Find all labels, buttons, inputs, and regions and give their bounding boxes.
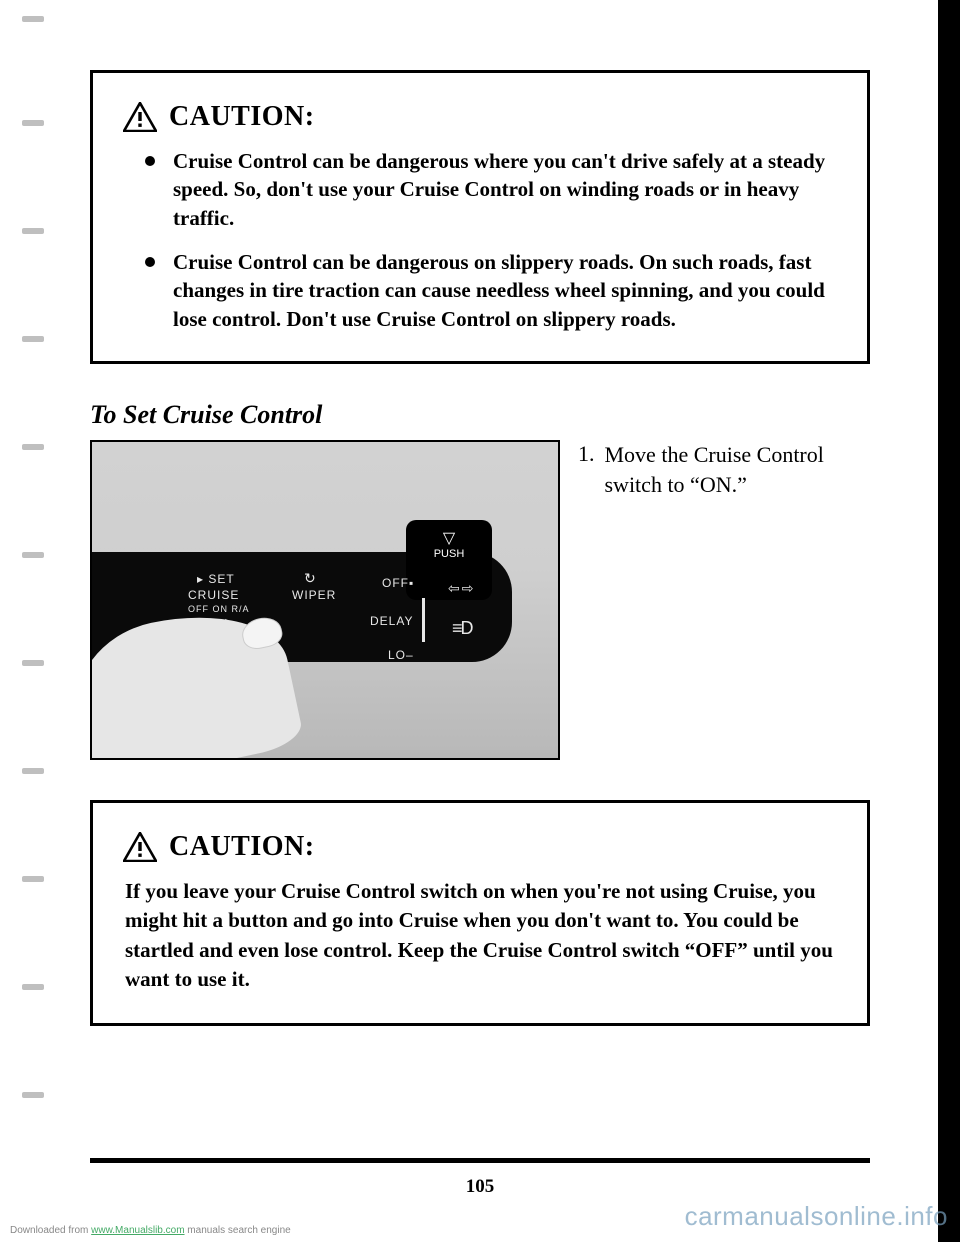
download-suffix: manuals search engine bbox=[185, 1225, 291, 1236]
binder-punch bbox=[22, 984, 44, 990]
page-content: CAUTION: Cruise Control can be dangerous… bbox=[90, 70, 870, 1062]
washer-icon: ▽ bbox=[406, 528, 492, 548]
binder-punch bbox=[22, 228, 44, 234]
stalk-label-set: ▸ SET bbox=[197, 572, 235, 586]
wiper-icon: ↻ bbox=[304, 570, 317, 587]
section-title: To Set Cruise Control bbox=[90, 400, 870, 430]
stalk-label-offra: OFF ON R/A bbox=[188, 604, 250, 614]
scan-edge-right bbox=[938, 0, 960, 1242]
figure-row: ▽ PUSH ▸ SET CRUISE OFF ON R/A ◀ ■ ▶ ↻ W… bbox=[90, 440, 870, 760]
caution-box-2: CAUTION: If you leave your Cruise Contro… bbox=[90, 800, 870, 1026]
caution-title: CAUTION: bbox=[169, 831, 315, 863]
caution-header: CAUTION: bbox=[123, 831, 837, 863]
caution-box-1: CAUTION: Cruise Control can be dangerous… bbox=[90, 70, 870, 364]
binder-punch bbox=[22, 16, 44, 22]
cruise-switch-figure: ▽ PUSH ▸ SET CRUISE OFF ON R/A ◀ ■ ▶ ↻ W… bbox=[90, 440, 560, 760]
delay-scale-bar bbox=[422, 598, 425, 642]
step-text: Move the Cruise Control switch to “ON.” bbox=[605, 440, 855, 499]
stalk-label-cruise: CRUISE bbox=[188, 588, 239, 602]
binder-punch bbox=[22, 660, 44, 666]
caution-item: Cruise Control can be dangerous on slipp… bbox=[145, 248, 837, 333]
binder-punch bbox=[22, 552, 44, 558]
caution-list: Cruise Control can be dangerous where yo… bbox=[145, 147, 837, 333]
stalk-label-wiper: WIPER bbox=[292, 588, 336, 602]
headlight-icon: ≡D bbox=[452, 618, 472, 639]
binder-punch bbox=[22, 444, 44, 450]
download-prefix: Downloaded from bbox=[10, 1225, 91, 1236]
stalk-label-lo: LO– bbox=[388, 648, 414, 662]
download-link[interactable]: www.Manualslib.com bbox=[91, 1225, 184, 1236]
caution-body: If you leave your Cruise Control switch … bbox=[125, 877, 837, 995]
caution-header: CAUTION: bbox=[123, 101, 837, 133]
watermark: carmanualsonline.info bbox=[685, 1201, 948, 1232]
step-number: 1. bbox=[578, 440, 595, 469]
binder-punch bbox=[22, 876, 44, 882]
page-number: 105 bbox=[0, 1176, 960, 1198]
stalk-label-off: OFF▪ bbox=[382, 576, 414, 590]
warning-triangle-icon bbox=[123, 102, 157, 132]
warning-triangle-icon bbox=[123, 832, 157, 862]
turn-signal-icon: ⇦⇨ bbox=[448, 580, 475, 597]
binder-punch bbox=[22, 768, 44, 774]
stalk-label-delay: DELAY bbox=[370, 614, 413, 628]
caution-item: Cruise Control can be dangerous where yo… bbox=[145, 147, 837, 232]
caution-title: CAUTION: bbox=[169, 101, 315, 133]
download-attribution: Downloaded from www.Manualslib.com manua… bbox=[10, 1225, 291, 1236]
binder-punch bbox=[22, 1092, 44, 1098]
step-1: 1. Move the Cruise Control switch to “ON… bbox=[578, 440, 855, 499]
binder-punch bbox=[22, 120, 44, 126]
push-label: PUSH bbox=[434, 548, 465, 560]
binder-punch bbox=[22, 336, 44, 342]
footer-rule bbox=[90, 1158, 870, 1163]
